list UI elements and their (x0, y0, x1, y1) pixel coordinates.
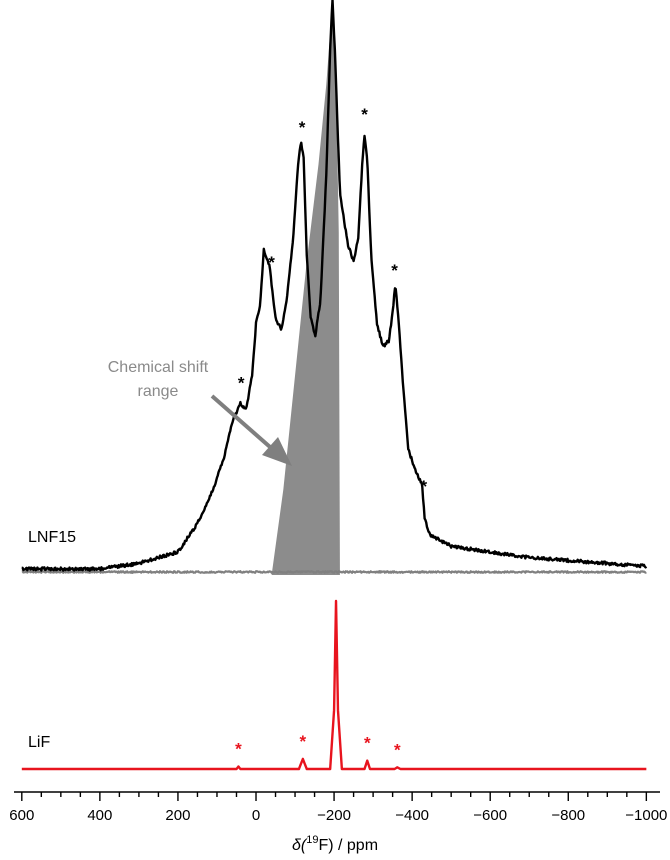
x-axis-label-superscript: 19 (306, 834, 318, 846)
x-axis-label: δ(19F) / ppm (292, 834, 378, 854)
x-tick-label: −1000 (625, 807, 667, 824)
x-tick-label: −600 (473, 807, 507, 824)
lif-peak-star: * (394, 740, 401, 759)
chemical-shift-annotation-line1: Chemical shift (108, 359, 209, 376)
lif-peak-star: * (364, 734, 371, 753)
x-axis-label-unit: F) / ppm (318, 837, 378, 854)
x-tick-label: −800 (551, 807, 585, 824)
lif-label: LiF (28, 734, 50, 751)
x-tick-label: 400 (87, 807, 112, 824)
chemical-shift-shaded-region-layer (271, 5, 340, 575)
lif-peak-star: * (235, 739, 242, 758)
lnf15-background-line (21, 570, 647, 574)
lnf15-label: LNF15 (28, 529, 76, 546)
lnf15-peak-star: * (361, 105, 368, 124)
x-tick-label: 200 (165, 807, 190, 824)
spectrum-lines-layer (20, 0, 648, 771)
lnf15-peak-star: * (268, 253, 275, 272)
chemical-shift-range-area (271, 5, 340, 575)
x-tick-label: 600 (9, 807, 34, 824)
x-tick-label: 0 (252, 807, 260, 824)
annotation-arrow (210, 394, 292, 466)
peak-star-markers-layer: * * * * * * * * * * (235, 105, 427, 760)
lnf15-peak-star: * (299, 118, 306, 137)
lif-peak-star: * (300, 732, 307, 751)
lnf15-peak-star: * (391, 261, 398, 280)
x-axis: 600 400 200 0 −200 −400 −600 −800 −1000 (9, 791, 667, 824)
x-axis-label-delta: δ( (292, 837, 308, 854)
lif-spectrum-line (20, 599, 648, 771)
lnf15-spectrum-line (21, 0, 648, 572)
x-tick-label: −200 (317, 807, 351, 824)
lnf15-peak-star: * (421, 477, 428, 496)
x-tick-label: −400 (395, 807, 429, 824)
chemical-shift-annotation-line2: range (138, 383, 179, 400)
lnf15-peak-star: * (238, 373, 245, 392)
